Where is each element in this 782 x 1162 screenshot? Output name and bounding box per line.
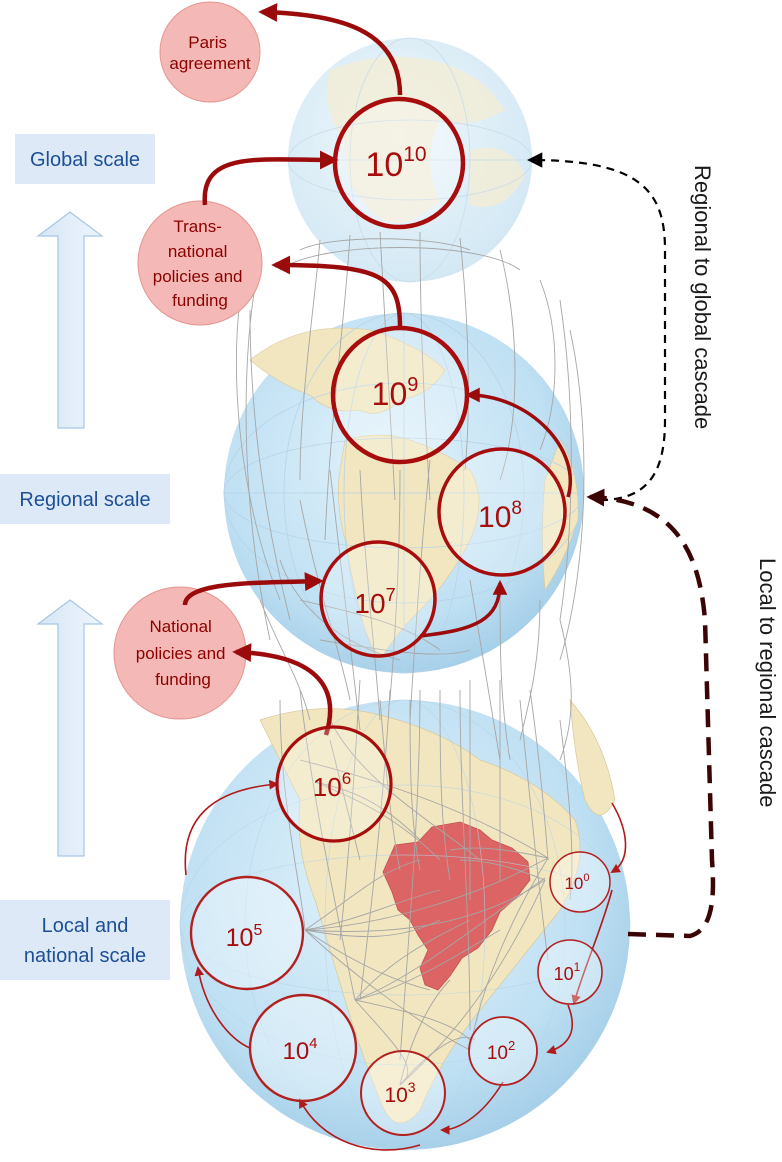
transnational-line3: policies and xyxy=(153,267,243,286)
magnitude-node-5: 105 xyxy=(189,875,305,991)
policy-arrows xyxy=(182,2,403,736)
up-arrow-icon xyxy=(36,599,104,857)
national-line3: funding xyxy=(155,670,211,689)
mag-exp: 9 xyxy=(407,374,418,396)
mag-exp: 8 xyxy=(511,498,522,519)
mag-base: 10 xyxy=(384,1084,407,1107)
mag-exp: 7 xyxy=(386,585,396,605)
mag-exp: 1 xyxy=(574,960,581,974)
paris-line1: Paris xyxy=(188,33,227,52)
paris-agreement-node: Paris agreement xyxy=(159,1,261,103)
paris-line2: agreement xyxy=(169,54,251,73)
mag-base: 10 xyxy=(478,501,511,534)
svg-text:105: 105 xyxy=(226,922,263,952)
national-line2: policies and xyxy=(136,644,226,663)
svg-text:106: 106 xyxy=(313,769,351,802)
national-line1: National xyxy=(149,617,211,636)
svg-text:102: 102 xyxy=(487,1038,515,1064)
magnitude-arrows xyxy=(419,387,572,638)
magnitude-node-7: 107 xyxy=(319,540,437,658)
transnational-line1: Trans- xyxy=(173,217,222,236)
magnitude-node-10: 1010 xyxy=(332,96,466,230)
transnational-line4: funding xyxy=(172,291,228,310)
svg-text:Paris agreement: Paris agreement xyxy=(169,33,251,73)
svg-text:National policies and: National policies and funding xyxy=(136,617,231,689)
magnitude-node-2: 102 xyxy=(468,1016,538,1086)
national-policies-node: National policies and funding xyxy=(113,586,247,720)
local-scale-label: Local and national scale xyxy=(0,900,170,980)
transnational-policies-node: Trans- national policies and funding xyxy=(137,200,263,326)
up-arrow-icon xyxy=(36,211,104,429)
regional-scale-label: Regional scale xyxy=(0,474,170,524)
magnitude-node-1: 101 xyxy=(537,939,603,1005)
mag-exp: 2 xyxy=(508,1038,515,1053)
local-to-regional-label: Local to regional cascade xyxy=(755,558,780,808)
local-ring-arrows xyxy=(184,779,627,1151)
mag-base: 10 xyxy=(372,376,408,412)
svg-text:103: 103 xyxy=(384,1079,415,1107)
magnitude-node-8: 108 xyxy=(437,447,567,577)
mag-base: 10 xyxy=(487,1043,508,1064)
globe-global xyxy=(287,37,533,283)
magnitude-node-0: 100 xyxy=(549,851,611,913)
mag-exp: 5 xyxy=(253,922,262,939)
regional-scale-text: Regional scale xyxy=(19,489,150,511)
magnitude-node-3: 103 xyxy=(360,1050,446,1136)
global-scale-label: Global scale xyxy=(15,134,155,184)
svg-text:109: 109 xyxy=(372,374,419,412)
svg-text:108: 108 xyxy=(478,498,522,534)
svg-text:107: 107 xyxy=(354,585,395,619)
svg-text:104: 104 xyxy=(282,1035,317,1065)
mag-base: 10 xyxy=(313,772,342,802)
svg-text:101: 101 xyxy=(554,960,581,984)
regional-to-global-arrow xyxy=(526,152,667,502)
magnitude-node-4: 104 xyxy=(248,993,358,1103)
global-scale-text: Global scale xyxy=(30,149,140,171)
mag-base: 10 xyxy=(554,964,574,984)
local-scale-text-line1: Local and xyxy=(42,915,129,937)
mag-exp: 0 xyxy=(583,872,589,884)
magnitude-node-9: 109 xyxy=(330,325,470,465)
local-scale-text-line2: national scale xyxy=(24,945,146,967)
mag-exp: 3 xyxy=(408,1079,416,1095)
regional-to-global-label: Regional to global cascade xyxy=(690,165,715,429)
transnational-line2: national xyxy=(168,242,228,261)
mag-base: 10 xyxy=(564,874,583,893)
mag-base: 10 xyxy=(226,924,254,952)
magnitude-node-6: 106 xyxy=(275,725,393,843)
mag-base: 10 xyxy=(282,1038,309,1065)
local-to-regional-arrow xyxy=(586,488,716,939)
mag-base: 10 xyxy=(354,588,385,619)
mag-exp: 6 xyxy=(342,769,351,788)
mag-exp: 10 xyxy=(403,143,426,166)
mag-exp: 4 xyxy=(309,1035,317,1052)
svg-text:Trans- national po: Trans- national policies and funding xyxy=(153,217,248,310)
mag-base: 10 xyxy=(365,146,403,184)
network-links xyxy=(235,231,585,1086)
svg-text:1010: 1010 xyxy=(365,143,426,184)
svg-text:100: 100 xyxy=(564,872,589,893)
